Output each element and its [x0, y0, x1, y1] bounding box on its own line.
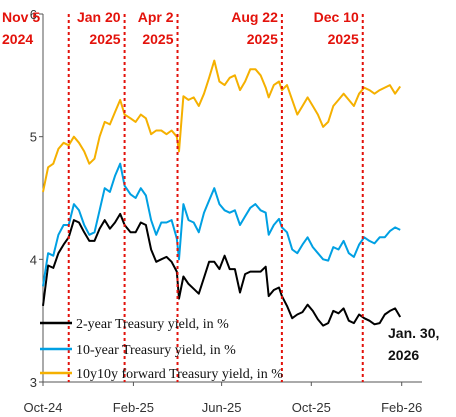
y-tick-label: 4 [30, 252, 37, 267]
event-label-year: 2025 [89, 31, 120, 47]
event-label-date: Jan 20 [77, 9, 121, 25]
legend-label-2: 10y10y forward Treasury yield, in % [76, 367, 283, 382]
event-label-year: 2025 [247, 31, 278, 47]
x-axis: Oct-24 Feb-25 Jun-25 Oct-25 Feb-26 [23, 381, 422, 415]
event-label-date: Dec 10 [314, 9, 359, 25]
event-label-year: 2025 [142, 31, 173, 47]
x-tick-label: Jun-25 [202, 400, 242, 415]
y-tick-label: 3 [30, 375, 37, 390]
x-tick-label: Oct-25 [292, 400, 331, 415]
event-label-year: 2025 [328, 31, 359, 47]
legend-label-1: 10-year Treasury yield, in % [76, 343, 236, 358]
series-line-2 [42, 59, 402, 193]
series-lines [42, 59, 402, 327]
end-note-year: 2026 [388, 347, 419, 363]
event-markers: Nov 5 2024 Jan 20 2025 Apr 2 2025 Aug 22 2025 De… [2, 9, 364, 382]
end-note: Jan. 30, 2026 [388, 325, 439, 363]
series-line-0 [42, 212, 402, 327]
x-tick-label: Feb-25 [113, 400, 154, 415]
event-label-year: 2024 [2, 31, 33, 47]
x-tick-label: Oct-24 [23, 400, 62, 415]
y-tick-label: 5 [30, 130, 37, 145]
x-tick-label: Feb-26 [381, 400, 422, 415]
legend: 2-year Treasury yield, in % 10-year Treas… [40, 317, 283, 382]
event-label-date: Aug 22 [231, 9, 278, 25]
series-line-1 [42, 162, 401, 287]
event-label-date: Nov 5 [2, 9, 40, 25]
end-note-date: Jan. 30, [388, 325, 439, 341]
legend-label-0: 2-year Treasury yield, in % [76, 317, 229, 332]
y-axis: 3 4 5 6 [30, 7, 44, 390]
event-label-date: Apr 2 [138, 9, 174, 25]
y-tick-label: 6 [30, 7, 37, 22]
